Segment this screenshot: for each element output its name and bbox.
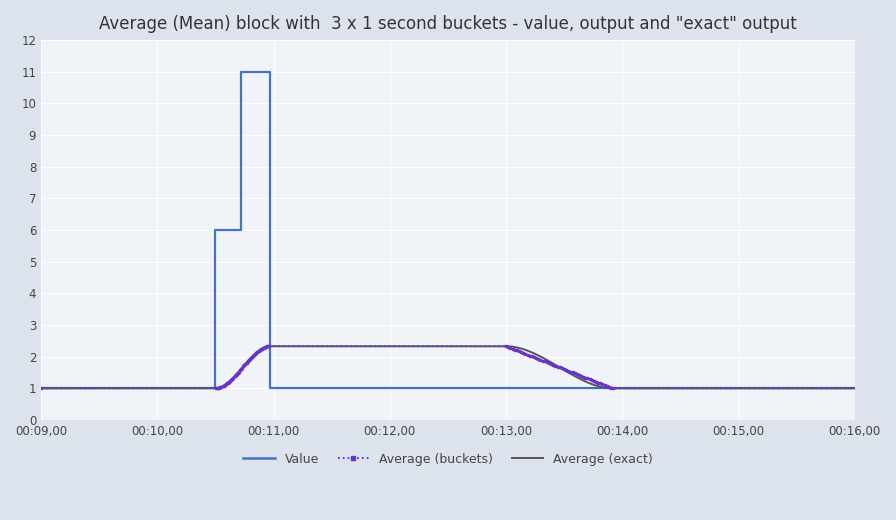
Line: Value: Value xyxy=(41,72,855,388)
Average (buckets) xyxy=(36,385,47,392)
Average (exact) xyxy=(501,343,512,349)
Average (exact) xyxy=(849,385,860,392)
Value xyxy=(36,385,47,392)
Line: Average (exact): Average (exact) xyxy=(41,346,855,388)
Average (exact) xyxy=(607,385,618,392)
Value xyxy=(264,69,275,75)
Average (exact) xyxy=(508,344,519,350)
Line: Average (buckets): Average (buckets) xyxy=(39,345,856,389)
Value xyxy=(210,227,220,233)
Average (buckets) xyxy=(508,346,519,352)
Average (exact) xyxy=(252,349,263,355)
Average (exact) xyxy=(550,362,561,368)
Average (buckets) xyxy=(607,385,618,392)
Value xyxy=(210,385,220,392)
Average (buckets) xyxy=(264,343,275,349)
Average (buckets) xyxy=(849,385,860,392)
Title: Average (Mean) block with  3 x 1 second buckets - value, output and "exact" outp: Average (Mean) block with 3 x 1 second b… xyxy=(99,15,797,33)
Average (buckets) xyxy=(550,362,561,369)
Average (buckets) xyxy=(506,345,517,352)
Legend: Value, Average (buckets), Average (exact): Value, Average (buckets), Average (exact… xyxy=(238,448,658,471)
Value xyxy=(236,227,246,233)
Average (exact) xyxy=(36,385,47,392)
Average (buckets) xyxy=(501,343,512,349)
Value xyxy=(264,385,275,392)
Average (buckets) xyxy=(252,349,263,355)
Average (exact) xyxy=(506,344,517,350)
Value xyxy=(849,385,860,392)
Average (exact) xyxy=(264,343,275,349)
Value xyxy=(236,69,246,75)
